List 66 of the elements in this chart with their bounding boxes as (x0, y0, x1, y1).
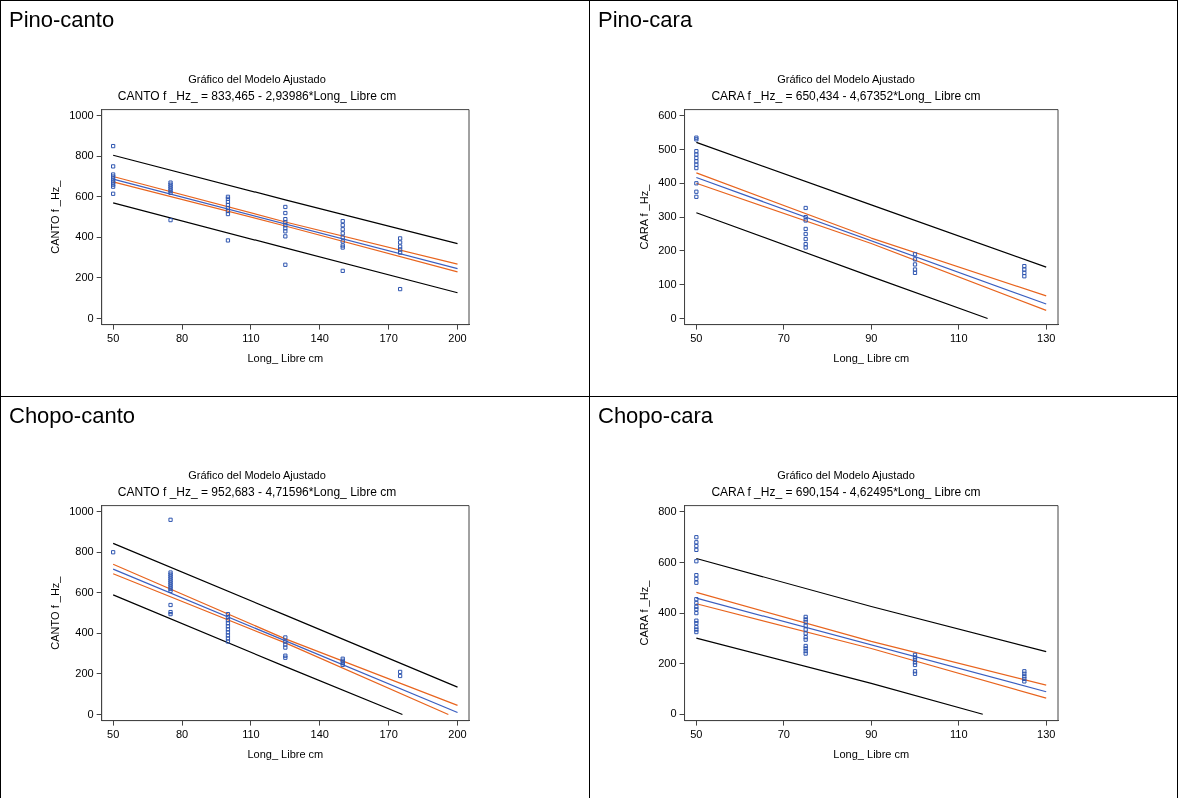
x-axis-title: Long_ Libre cm (247, 748, 324, 761)
x-tick-label: 170 (379, 332, 398, 345)
x-tick-label: 50 (690, 728, 703, 741)
y-tick-label: 600 (658, 108, 677, 121)
x-axis-title: Long_ Libre cm (247, 352, 324, 365)
y-tick-label: 400 (75, 626, 94, 639)
x-tick-label: 90 (865, 332, 878, 345)
y-tick-label: 100 (658, 277, 677, 290)
y-axis-title: CANTO f _Hz_ (48, 179, 61, 254)
y-tick-label: 600 (75, 189, 94, 202)
chart-title: Gráfico del Modelo Ajustado (777, 468, 915, 481)
x-tick-label: 50 (107, 728, 120, 741)
y-tick-label: 300 (658, 210, 677, 223)
chart-title: Gráfico del Modelo Ajustado (188, 468, 326, 481)
y-tick-label: 800 (658, 504, 677, 517)
y-tick-label: 0 (87, 311, 94, 324)
x-tick-label: 50 (107, 332, 120, 345)
x-tick-label: 170 (379, 728, 398, 741)
chart-title: Gráfico del Modelo Ajustado (777, 72, 915, 85)
x-tick-label: 200 (448, 728, 467, 741)
x-tick-label: 130 (1037, 332, 1056, 345)
x-tick-label: 140 (310, 728, 329, 741)
x-tick-label: 140 (310, 332, 329, 345)
x-tick-label: 130 (1037, 728, 1056, 741)
chart-subtitle: CARA f _Hz_ = 690,154 - 4,62495*Long_ Libre cm (711, 484, 981, 499)
y-tick-label: 600 (75, 585, 94, 598)
x-tick-label: 200 (448, 332, 467, 345)
y-tick-label: 600 (658, 555, 677, 568)
y-tick-label: 500 (658, 142, 677, 155)
y-axis-title: CARA f _Hz_ (637, 183, 650, 250)
text: Pino-cara (598, 7, 693, 33)
x-axis-title: Long_ Libre cm (833, 352, 910, 365)
y-tick-label: 400 (658, 176, 677, 189)
y-tick-label: 0 (670, 311, 677, 324)
y-tick-label: 200 (75, 666, 94, 679)
chart-subtitle: CANTO f _Hz_ = 833,465 - 2,93986*Long_ Libre cm (117, 88, 397, 103)
x-tick-label: 90 (865, 728, 878, 741)
text: Pino-canto (9, 7, 115, 33)
y-axis-title: CARA f _Hz_ (637, 579, 650, 646)
x-tick-label: 110 (949, 728, 968, 741)
x-tick-label: 110 (242, 332, 260, 345)
x-tick-label: 80 (175, 332, 189, 345)
chart-title: Gráfico del Modelo Ajustado (188, 72, 326, 85)
y-tick-label: 0 (670, 707, 677, 720)
x-tick-label: 70 (777, 728, 790, 741)
y-tick-label: 200 (658, 243, 677, 256)
y-axis-title: CANTO f _Hz_ (48, 575, 61, 650)
y-tick-label: 800 (75, 149, 94, 162)
text: Chopo-canto (9, 403, 135, 429)
x-tick-label: 110 (242, 728, 260, 741)
y-tick-label: 200 (75, 270, 94, 283)
y-tick-label: 400 (75, 230, 94, 243)
y-tick-label: 0 (87, 707, 94, 720)
y-tick-label: 800 (75, 545, 94, 558)
y-tick-label: 400 (658, 606, 677, 619)
x-tick-label: 110 (949, 332, 968, 345)
chart-subtitle: CANTO f _Hz_ = 952,683 - 4,71596*Long_ Libre cm (117, 484, 397, 499)
text: Chopo-cara (598, 403, 713, 429)
chart-subtitle: CARA f _Hz_ = 650,434 - 4,67352*Long_ Libre cm (711, 88, 981, 103)
x-tick-label: 80 (175, 728, 189, 741)
y-tick-label: 200 (658, 656, 677, 669)
x-tick-label: 70 (777, 332, 790, 345)
x-tick-label: 50 (690, 332, 703, 345)
x-axis-title: Long_ Libre cm (833, 748, 910, 761)
y-tick-label: 1000 (69, 504, 94, 517)
y-tick-label: 1000 (69, 108, 94, 121)
